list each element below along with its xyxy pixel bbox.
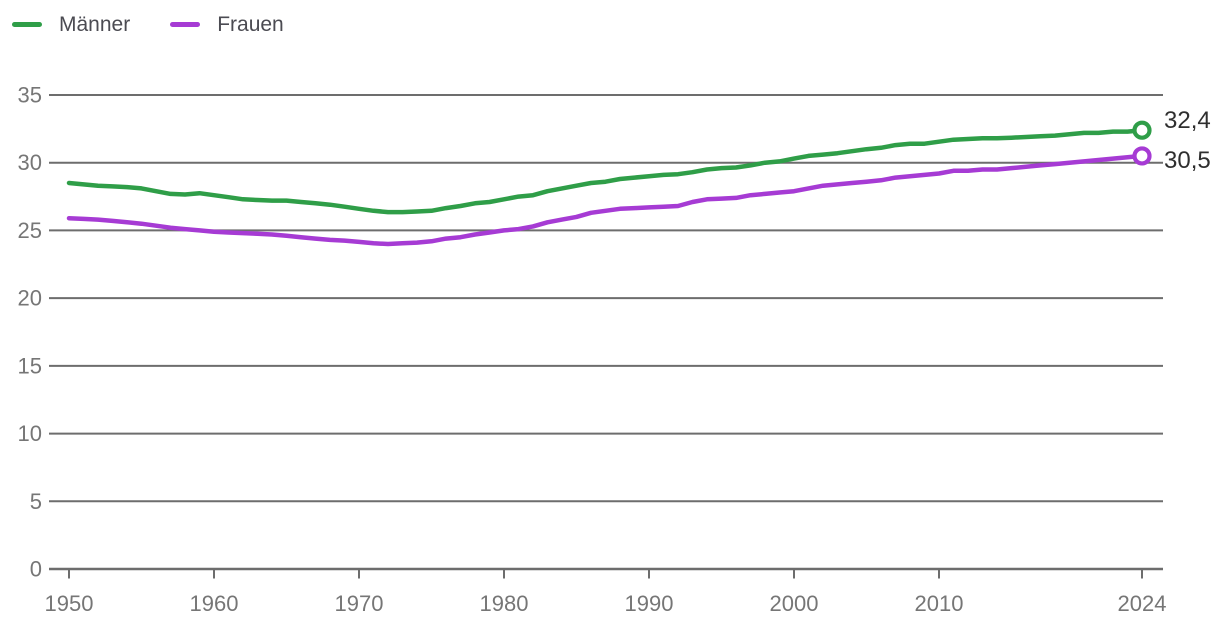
y-tick-label: 30	[18, 150, 42, 175]
x-tick-label: 2024	[1118, 591, 1167, 616]
x-tick-label: 1950	[45, 591, 94, 616]
legend-item-maenner[interactable]: Männer	[12, 14, 130, 35]
series-line-frauen	[66, 153, 1145, 247]
legend-item-frauen[interactable]: Frauen	[170, 14, 284, 35]
end-marker-maenner	[1132, 120, 1152, 140]
x-tick-label: 1970	[335, 591, 384, 616]
y-tick-label: 25	[18, 218, 42, 243]
x-tick-label: 1990	[625, 591, 674, 616]
end-value-label-frauen: 30,5	[1164, 147, 1211, 174]
end-marker-frauen	[1132, 146, 1152, 166]
frauen-line-swatch	[170, 22, 201, 27]
legend-label-maenner: Männer	[59, 13, 131, 36]
legend-label-frauen: Frauen	[217, 13, 284, 36]
x-tick-label: 2010	[915, 591, 964, 616]
end-value-label-maenner: 32,4	[1164, 107, 1211, 134]
y-tick-label: 15	[18, 353, 42, 378]
x-tick-label: 1960	[190, 591, 239, 616]
maenner-line-swatch	[12, 22, 42, 27]
legend: Männer Frauen	[12, 14, 284, 35]
y-tick-label: 5	[30, 489, 42, 514]
x-tick-label: 2000	[770, 591, 819, 616]
y-tick-label: 35	[18, 82, 42, 107]
x-tick-label: 1980	[480, 591, 529, 616]
series-line-maenner	[66, 127, 1145, 215]
y-tick-label: 10	[18, 421, 42, 446]
y-tick-label: 0	[30, 557, 42, 582]
y-tick-label: 20	[18, 286, 42, 311]
